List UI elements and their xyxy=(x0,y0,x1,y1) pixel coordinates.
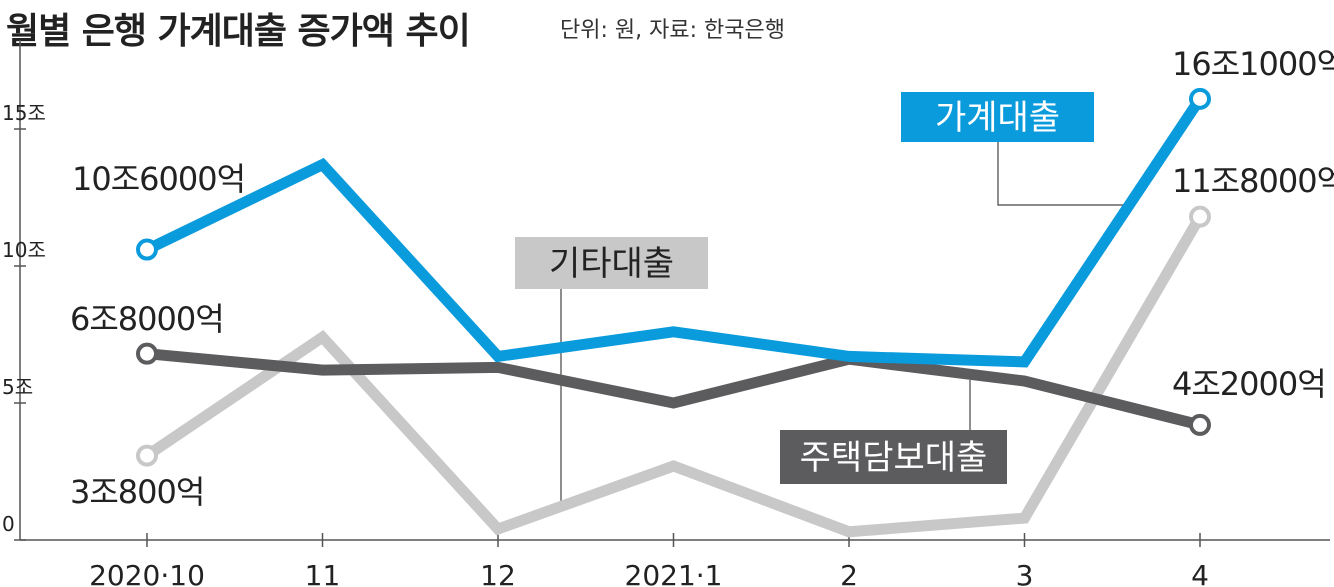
legend-box-household xyxy=(901,92,1094,142)
data-label-start-mortgage: 6조8000억 xyxy=(70,300,224,338)
data-label-end-other: 11조8000억 xyxy=(1172,162,1334,200)
legend-box-mortgage xyxy=(780,430,1007,484)
x-axis: 2020·10 11 12 2021·1 2 3 4 xyxy=(20,533,1330,587)
data-labels: 10조6000억 16조1000억 3조800억 11조8000억 6조8000억 4조2… xyxy=(70,45,1334,511)
legend-label-household: 가계대출 xyxy=(935,98,1060,138)
series-endpoint-other xyxy=(1189,205,1211,228)
x-tick-label: 12 xyxy=(480,559,516,587)
x-tick-label: 2020·10 xyxy=(89,559,205,587)
x-tick-label: 3 xyxy=(1016,559,1034,587)
y-tick-label: 0 xyxy=(2,512,15,536)
y-tick-label: 15조 xyxy=(2,101,46,125)
x-tick-label: 2 xyxy=(840,559,858,587)
series-endpoint-mortgage xyxy=(136,342,158,365)
y-tick-label: 10조 xyxy=(2,238,46,262)
series-endpoint-other xyxy=(136,444,158,467)
y-tick-label: 5조 xyxy=(2,375,33,399)
data-label-start-other: 3조800억 xyxy=(70,473,204,511)
x-tick-label: 11 xyxy=(305,559,341,587)
series-endpoint-household xyxy=(136,238,158,261)
legend-label-mortgage: 주택담보대출 xyxy=(800,438,988,478)
y-axis: 0 5조 10조 15조 xyxy=(2,40,46,541)
series-line-mortgage xyxy=(146,348,1202,431)
legend-leader-line xyxy=(997,142,1128,206)
series-line-household xyxy=(144,95,1205,368)
data-label-start-household: 10조6000억 xyxy=(72,160,245,198)
data-label-end-mortgage: 4조2000억 xyxy=(1172,365,1326,403)
x-tick-label: 2021·1 xyxy=(625,559,723,587)
chart-title: 월별 은행 가계대출 증가액 추이 xyxy=(6,11,471,52)
legend-box-other xyxy=(515,237,708,289)
series-layer xyxy=(136,87,1211,538)
x-tick-label: 4 xyxy=(1191,559,1209,587)
legend-label-other: 기타대출 xyxy=(549,244,674,284)
data-label-end-household: 16조1000억 xyxy=(1172,45,1334,83)
series-endpoint-mortgage xyxy=(1189,413,1211,436)
series-endpoint-household xyxy=(1189,87,1211,110)
series-line-other xyxy=(143,213,1205,538)
chart-subtitle: 단위: 원, 자료: 한국은행 xyxy=(560,18,785,43)
